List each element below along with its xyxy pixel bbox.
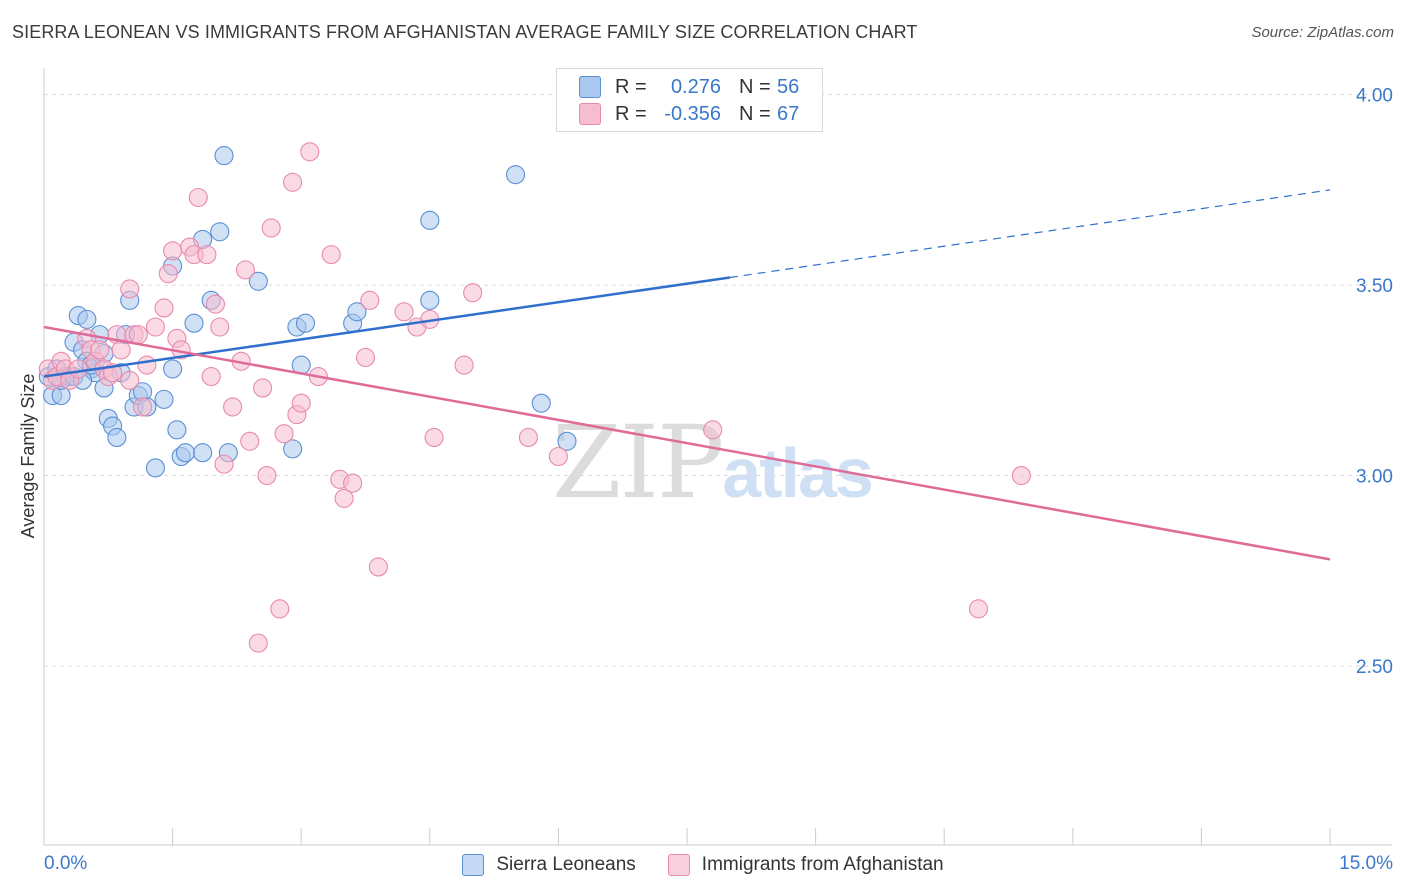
blue-data-point	[347, 302, 367, 322]
pink-data-point	[90, 340, 110, 360]
series-legend: Sierra Leoneans Immigrants from Afghanis…	[0, 852, 1406, 878]
pink-data-point	[548, 446, 568, 467]
pink-data-point	[518, 427, 538, 448]
r-value: 0.276	[670, 75, 721, 98]
pink-data-point	[205, 294, 226, 314]
pink-data-point	[248, 633, 268, 653]
blue-data-point	[184, 313, 204, 333]
pink-data-point	[201, 366, 221, 387]
pink-trend-line	[43, 325, 1331, 561]
pink-data-point	[1011, 465, 1031, 486]
pink-data-point	[68, 359, 88, 379]
pink-data-point	[120, 279, 140, 299]
blue-swatch-icon	[462, 854, 485, 876]
y-tick-label: 3.50	[1356, 276, 1393, 297]
blue-data-point	[214, 146, 234, 166]
pink-data-point	[360, 290, 380, 310]
legend-item-sierra-leoneans[interactable]: Sierra Leoneans	[462, 852, 636, 878]
blue-data-point	[248, 271, 268, 291]
blue-data-point	[295, 313, 316, 333]
x-tick-label: 0.0%	[44, 853, 87, 874]
pink-data-point	[235, 260, 256, 280]
pink-data-point	[133, 397, 153, 417]
pink-data-point	[253, 378, 273, 398]
blue-data-point	[77, 309, 97, 329]
pink-data-point	[343, 473, 363, 493]
blue-data-point	[505, 165, 526, 185]
y-tick-label: 3.00	[1356, 467, 1393, 488]
blue-data-point	[154, 389, 174, 409]
pink-data-point	[137, 355, 157, 375]
r-label: R =	[615, 75, 647, 98]
legend-label: Immigrants from Afghanistan	[701, 854, 944, 875]
pink-data-point	[968, 599, 989, 619]
legend-row-sierra-leoneans: R = 0.276 N = 56	[579, 74, 799, 100]
blue-data-point	[557, 431, 577, 451]
r-value: -0.356	[664, 102, 721, 125]
pink-data-point	[703, 420, 723, 440]
blue-data-point	[210, 222, 230, 242]
n-label: N =	[739, 102, 771, 125]
pink-data-point	[454, 355, 474, 375]
pink-data-point	[223, 397, 243, 417]
source-label: Source: ZipAtlas.com	[1251, 24, 1394, 41]
pink-data-point	[321, 245, 341, 265]
pink-data-point	[424, 427, 444, 448]
legend-label: Sierra Leoneans	[496, 854, 636, 875]
pink-data-point	[291, 393, 311, 413]
blue-data-point	[163, 359, 183, 379]
pink-data-point	[368, 557, 388, 577]
pink-data-point	[145, 317, 166, 337]
blue-data-point	[175, 443, 196, 463]
pink-data-point	[120, 370, 140, 390]
pink-data-point	[463, 283, 483, 303]
y-tick-label: 4.00	[1356, 86, 1393, 107]
pink-data-point	[197, 245, 217, 265]
pink-data-point	[188, 187, 208, 208]
pink-data-point	[214, 454, 234, 474]
pink-data-point	[154, 298, 174, 318]
blue-trend-extension	[729, 189, 1331, 279]
pink-data-point	[300, 142, 320, 162]
pink-data-point	[334, 488, 354, 508]
blue-data-point	[145, 458, 166, 478]
pink-data-point	[128, 325, 148, 345]
pink-data-point	[274, 424, 294, 444]
r-label: R =	[615, 102, 647, 125]
blue-data-point	[420, 290, 440, 310]
pink-data-point	[394, 302, 414, 322]
blue-data-point	[167, 420, 187, 440]
correlation-legend: R = 0.276 N = 56 R = -0.356 N = 67	[556, 68, 823, 132]
n-label: N =	[739, 75, 771, 98]
pink-data-point	[270, 599, 290, 619]
pink-data-point	[355, 347, 376, 368]
blue-data-point	[283, 439, 303, 459]
blue-data-point	[531, 393, 551, 413]
pink-data-point	[111, 340, 131, 360]
legend-item-afghanistan[interactable]: Immigrants from Afghanistan	[667, 852, 944, 878]
blue-data-point	[193, 443, 213, 463]
x-tick-label: 15.0%	[1339, 853, 1393, 874]
n-value: 67	[777, 102, 800, 125]
blue-data-point	[107, 427, 127, 448]
y-axis-label: Average Family Size	[18, 374, 38, 539]
y-tick-label: 2.50	[1356, 657, 1393, 678]
pink-data-point	[283, 172, 303, 192]
legend-row-afghanistan: R = -0.356 N = 67	[579, 101, 799, 127]
pink-data-point	[210, 317, 230, 337]
chart-title: SIERRA LEONEAN VS IMMIGRANTS FROM AFGHAN…	[12, 22, 918, 42]
pink-swatch-icon	[667, 854, 690, 876]
blue-data-point	[420, 210, 440, 230]
pink-data-point	[158, 264, 178, 284]
n-value: 56	[777, 75, 800, 98]
pink-swatch-icon	[579, 103, 601, 125]
blue-trend-line	[43, 276, 731, 378]
pink-data-point	[163, 241, 183, 261]
blue-swatch-icon	[579, 76, 601, 98]
pink-data-point	[240, 431, 260, 451]
pink-data-point	[257, 465, 277, 486]
pink-data-point	[261, 218, 281, 238]
